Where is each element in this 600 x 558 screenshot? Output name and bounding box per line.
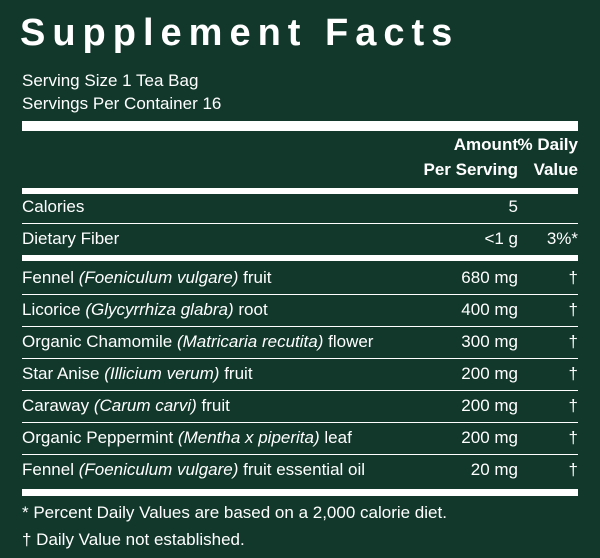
latin-name: (Carum carvi) xyxy=(93,396,197,415)
row-name: Star Anise (Illicium verum) fruit xyxy=(22,364,253,384)
amount: 20 mg xyxy=(470,460,518,479)
amount: 300 mg xyxy=(461,332,518,351)
thin-rule xyxy=(22,294,578,295)
thin-rule xyxy=(22,326,578,327)
ingredient-name: Star Anise xyxy=(22,364,100,383)
ingredient-name: Organic Chamomile xyxy=(22,332,173,351)
row-name: Calories xyxy=(22,197,84,217)
latin-name: (Glycyrrhiza glabra) xyxy=(85,300,234,319)
row-name: Dietary Fiber xyxy=(22,229,119,249)
thick-rule xyxy=(22,255,578,261)
daily-value: † xyxy=(568,364,578,383)
footnote: * Percent Daily Values are based on a 2,… xyxy=(22,503,447,522)
latin-name: (Matricaria recutita) xyxy=(176,332,324,351)
amount: 200 mg xyxy=(461,364,518,383)
amount: 200 mg xyxy=(461,396,518,415)
row-name: Organic Peppermint (Mentha x piperita) l… xyxy=(22,428,352,448)
plant-part: fruit xyxy=(224,364,253,383)
plant-part: leaf xyxy=(324,428,352,447)
thin-rule xyxy=(22,454,578,455)
latin-name: (Illicium verum) xyxy=(104,364,220,383)
latin-name: (Foeniculum vulgare) xyxy=(78,460,239,479)
plant-part: fruit xyxy=(201,396,230,415)
servings-per-container: Servings Per Container 16 xyxy=(22,94,222,113)
thick-rule xyxy=(22,121,578,131)
latin-name: (Foeniculum vulgare) xyxy=(78,268,239,287)
dv-header: Value xyxy=(533,160,578,179)
title: Supplement Facts xyxy=(20,12,460,54)
amount: 5 xyxy=(508,197,518,216)
amount: <1 g xyxy=(484,229,518,248)
row-name: Organic Chamomile (Matricaria recutita) … xyxy=(22,332,373,352)
ingredient-name: Fennel xyxy=(22,268,74,287)
ingredient-name: Organic Peppermint xyxy=(22,428,174,447)
thick-rule xyxy=(22,188,578,194)
daily-value: † xyxy=(568,300,578,319)
ingredient-name: Fennel xyxy=(22,460,74,479)
plant-part: flower xyxy=(328,332,374,351)
ingredient-name: Caraway xyxy=(22,396,90,415)
daily-value: † xyxy=(568,460,578,479)
daily-value: † xyxy=(568,332,578,351)
row-name: Fennel (Foeniculum vulgare) fruit xyxy=(22,268,271,288)
thick-rule xyxy=(22,489,578,496)
daily-value: † xyxy=(568,428,578,447)
daily-value: 3%* xyxy=(546,229,578,248)
amount: 400 mg xyxy=(461,300,518,319)
plant-part: fruit essential oil xyxy=(243,460,366,479)
plant-part: root xyxy=(238,300,268,319)
daily-value: † xyxy=(568,268,578,287)
nutrient-name: Calories xyxy=(22,197,85,216)
amount: 200 mg xyxy=(461,428,518,447)
plant-part: fruit xyxy=(243,268,272,287)
daily-value: † xyxy=(568,396,578,415)
thin-rule xyxy=(22,223,578,224)
thin-rule xyxy=(22,390,578,391)
footnote: † Daily Value not established. xyxy=(22,530,245,549)
ingredient-name: Licorice xyxy=(22,300,81,319)
row-name: Caraway (Carum carvi) fruit xyxy=(22,396,230,416)
row-name: Fennel (Foeniculum vulgare) fruit essent… xyxy=(22,460,365,480)
thin-rule xyxy=(22,358,578,359)
amount-header: Amount xyxy=(453,135,518,154)
serving-size: Serving Size 1 Tea Bag xyxy=(22,71,199,90)
thin-rule xyxy=(22,422,578,423)
amount: 680 mg xyxy=(461,268,518,287)
nutrient-name: Dietary Fiber xyxy=(22,229,120,248)
latin-name: (Mentha x piperita) xyxy=(177,428,320,447)
dv-header: % Daily xyxy=(517,135,578,154)
row-name: Licorice (Glycyrrhiza glabra) root xyxy=(22,300,268,320)
amount-header: Per Serving xyxy=(423,160,519,179)
